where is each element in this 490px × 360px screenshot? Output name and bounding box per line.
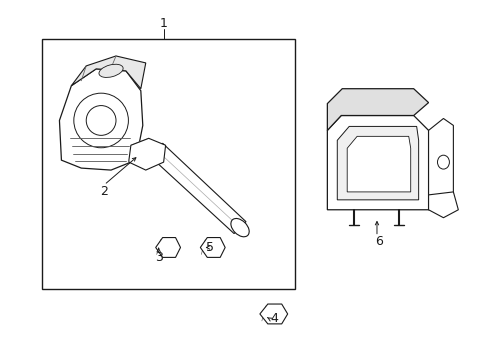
Ellipse shape xyxy=(99,64,123,77)
Bar xyxy=(42,39,294,289)
Ellipse shape xyxy=(438,155,449,169)
Polygon shape xyxy=(200,238,225,257)
Ellipse shape xyxy=(86,105,116,135)
Polygon shape xyxy=(327,116,429,210)
Polygon shape xyxy=(429,118,453,210)
Polygon shape xyxy=(72,56,146,89)
Text: 5: 5 xyxy=(206,241,214,254)
Polygon shape xyxy=(347,136,411,192)
Polygon shape xyxy=(129,138,166,170)
Ellipse shape xyxy=(231,219,249,237)
Text: 2: 2 xyxy=(100,185,108,198)
Polygon shape xyxy=(260,304,288,324)
Polygon shape xyxy=(149,143,246,234)
Polygon shape xyxy=(156,238,180,257)
Text: 6: 6 xyxy=(375,235,383,248)
Polygon shape xyxy=(327,89,429,130)
Polygon shape xyxy=(429,192,458,218)
Text: 3: 3 xyxy=(155,251,163,264)
Polygon shape xyxy=(59,69,143,170)
Polygon shape xyxy=(337,126,418,200)
Ellipse shape xyxy=(74,93,128,148)
Text: 1: 1 xyxy=(160,17,168,30)
Text: 4: 4 xyxy=(271,312,279,325)
